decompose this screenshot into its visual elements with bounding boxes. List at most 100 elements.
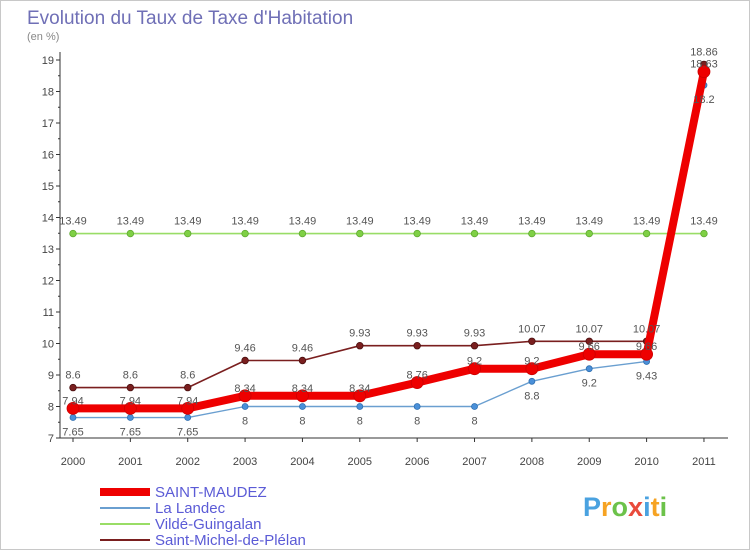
data-label-saint-michel-de-pl-lan: 10.07 bbox=[575, 323, 603, 335]
data-label-saint-maudez: 9.66 bbox=[579, 341, 600, 353]
data-label-vild-guingalan: 13.49 bbox=[690, 216, 718, 228]
data-point-vild-guingalan bbox=[700, 229, 708, 238]
data-label-la-landec: 8 bbox=[299, 416, 305, 428]
y-tick-label: 8 bbox=[48, 402, 54, 414]
proxiti-logo: Proxiti bbox=[583, 492, 667, 522]
y-tick-label: 17 bbox=[42, 118, 54, 130]
data-point-la-landec bbox=[585, 365, 593, 373]
data-label-saint-michel-de-pl-lan: 9.93 bbox=[406, 328, 427, 340]
data-label-saint-maudez: 8.34 bbox=[234, 383, 255, 395]
data-label-la-landec: 8 bbox=[357, 416, 363, 428]
data-point-vild-guingalan bbox=[470, 229, 479, 238]
data-point-la-landec bbox=[356, 403, 364, 410]
data-point-saint-michel-de-pl-lan bbox=[69, 383, 77, 392]
y-tick-label: 13 bbox=[42, 244, 54, 256]
y-tick-label: 9 bbox=[48, 370, 54, 382]
data-point-saint-michel-de-pl-lan bbox=[241, 356, 249, 365]
data-label-la-landec: 8 bbox=[414, 416, 420, 428]
data-point-la-landec bbox=[241, 403, 249, 410]
data-point-saint-michel-de-pl-lan bbox=[470, 342, 479, 350]
y-tick-label: 15 bbox=[42, 181, 54, 193]
data-point-saint-maudez bbox=[640, 347, 653, 361]
logo-letter: P bbox=[583, 492, 601, 522]
data-point-vild-guingalan bbox=[642, 229, 651, 238]
x-tick-label: 2009 bbox=[577, 456, 601, 468]
data-label-vild-guingalan: 13.49 bbox=[575, 216, 603, 228]
logo-letter: i bbox=[660, 492, 668, 522]
data-point-saint-michel-de-pl-lan bbox=[184, 383, 192, 392]
data-label-la-landec: 8 bbox=[471, 416, 477, 428]
data-label-saint-michel-de-pl-lan: 10.07 bbox=[518, 323, 546, 335]
legend-label-saint-maudez: SAINT-MAUDEZ bbox=[155, 484, 267, 501]
logo-letter: x bbox=[628, 492, 643, 522]
data-point-vild-guingalan bbox=[241, 229, 249, 238]
data-label-la-landec: 8 bbox=[242, 416, 248, 428]
data-label-saint-maudez: 7.94 bbox=[62, 395, 83, 407]
data-point-vild-guingalan bbox=[528, 229, 536, 238]
data-point-saint-michel-de-pl-lan bbox=[413, 342, 421, 350]
data-label-vild-guingalan: 13.49 bbox=[403, 216, 431, 228]
data-label-saint-michel-de-pl-lan: 18.86 bbox=[690, 46, 718, 58]
data-point-vild-guingalan bbox=[356, 229, 364, 238]
x-tick-label: 2001 bbox=[118, 456, 142, 468]
data-point-saint-michel-de-pl-lan bbox=[356, 342, 364, 350]
data-label-saint-maudez: 7.94 bbox=[120, 395, 141, 407]
x-tick-label: 2003 bbox=[233, 456, 257, 468]
data-label-saint-michel-de-pl-lan: 9.46 bbox=[292, 343, 313, 355]
x-tick-label: 2000 bbox=[61, 456, 85, 468]
x-tick-label: 2008 bbox=[520, 456, 544, 468]
y-tick-label: 11 bbox=[43, 307, 54, 319]
data-point-la-landec bbox=[69, 414, 77, 421]
data-point-la-landec bbox=[413, 403, 421, 410]
chart-title: Evolution du Taux de Taxe d'Habitation bbox=[27, 8, 353, 29]
legend-label-la-landec: La Landec bbox=[155, 500, 226, 517]
data-point-saint-maudez bbox=[181, 401, 195, 415]
logo-letter: o bbox=[612, 492, 629, 522]
x-tick-label: 2010 bbox=[634, 456, 658, 468]
data-label-vild-guingalan: 13.49 bbox=[59, 216, 87, 228]
data-point-saint-maudez bbox=[296, 389, 309, 403]
data-label-la-landec: 7.65 bbox=[177, 427, 198, 439]
data-point-saint-michel-de-pl-lan bbox=[528, 337, 536, 345]
data-point-saint-maudez bbox=[353, 389, 367, 403]
data-point-saint-maudez bbox=[525, 362, 539, 376]
data-point-la-landec bbox=[528, 377, 536, 385]
data-point-vild-guingalan bbox=[184, 229, 192, 238]
y-tick-label: 18 bbox=[42, 87, 54, 99]
data-label-saint-maudez: 8.76 bbox=[406, 370, 427, 382]
data-label-saint-maudez: 7.94 bbox=[177, 395, 198, 407]
data-label-saint-michel-de-pl-lan: 8.6 bbox=[65, 370, 80, 382]
x-axis-ticks: 2000 2001 2002 2003 2004 2005 2006 2007 2008 2009… bbox=[61, 438, 716, 468]
data-point-saint-maudez bbox=[66, 401, 80, 415]
x-tick-label: 2004 bbox=[290, 456, 314, 468]
data-label-la-landec: 8.8 bbox=[524, 390, 539, 402]
axes bbox=[59, 52, 728, 439]
data-label-saint-maudez: 8.34 bbox=[349, 383, 370, 395]
data-point-vild-guingalan bbox=[413, 229, 421, 238]
data-point-vild-guingalan bbox=[585, 229, 593, 238]
data-label-la-landec: 9.2 bbox=[582, 378, 597, 390]
data-label-vild-guingalan: 13.49 bbox=[518, 216, 546, 228]
series-layer bbox=[66, 60, 711, 421]
data-label-vild-guingalan: 13.49 bbox=[117, 216, 145, 228]
data-label-vild-guingalan: 13.49 bbox=[289, 216, 317, 228]
data-label-vild-guingalan: 13.49 bbox=[174, 216, 202, 228]
logo-letter: r bbox=[601, 492, 612, 522]
x-tick-label: 2006 bbox=[405, 456, 429, 468]
logo-letter: t bbox=[651, 492, 660, 522]
data-label-la-landec: 18.2 bbox=[693, 94, 714, 106]
data-label-vild-guingalan: 13.49 bbox=[346, 216, 374, 228]
data-point-saint-maudez bbox=[468, 362, 481, 376]
data-label-la-landec: 7.65 bbox=[62, 427, 83, 439]
y-axis-ticks: 7 8 9 10 11 12 13 14 15 16 17 18 19 bbox=[42, 55, 60, 445]
data-label-saint-michel-de-pl-lan: 9.46 bbox=[234, 343, 255, 355]
data-label-la-landec: 9.43 bbox=[636, 370, 657, 382]
data-label-saint-maudez: 8.34 bbox=[292, 383, 313, 395]
data-label-saint-michel-de-pl-lan: 9.93 bbox=[349, 328, 370, 340]
x-tick-label: 2002 bbox=[175, 456, 199, 468]
data-label-vild-guingalan: 13.49 bbox=[231, 216, 259, 228]
data-point-saint-maudez bbox=[410, 376, 424, 389]
